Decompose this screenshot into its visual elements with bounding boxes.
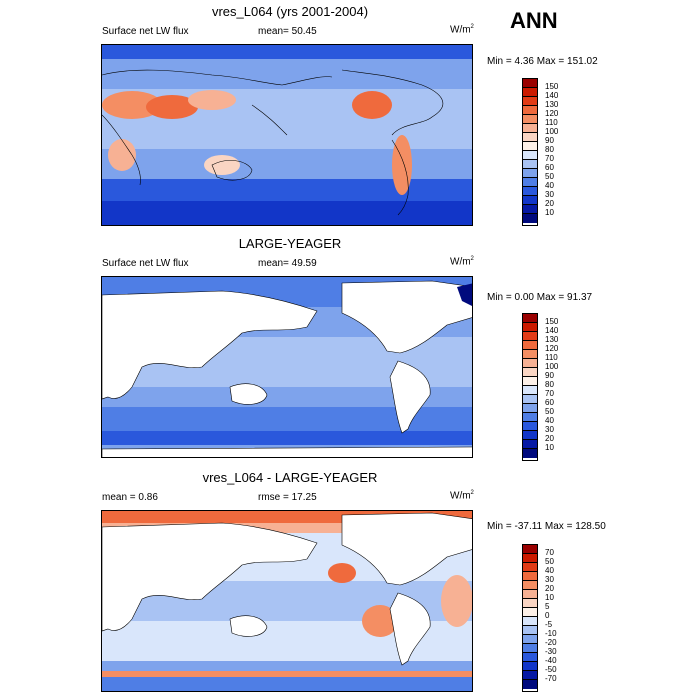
colorbar-tick-label: 20 (545, 584, 554, 593)
colorbar-tick-label: 40 (545, 566, 554, 575)
colorbar-tick-label: -30 (545, 647, 557, 656)
colorbar-tick-label: -5 (545, 620, 553, 629)
colorbar-tick-label: 40 (545, 416, 554, 425)
colorbar-tick-label: -50 (545, 665, 557, 674)
colorbar-tick-label: 120 (545, 109, 559, 118)
colorbar-tick-label: 70 (545, 154, 554, 163)
colorbar-tick-label: 10 (545, 443, 554, 452)
colorbar-tick-label: 40 (545, 181, 554, 190)
panel-3-minmax: Min = -37.11 Max = 128.50 (487, 521, 606, 532)
colorbar-tick-label: 130 (545, 100, 559, 109)
panel-1-map (101, 44, 473, 226)
colorbar-tick-label: -40 (545, 656, 557, 665)
colorbar-tick-label: 10 (545, 208, 554, 217)
colorbar-tick-label: -10 (545, 629, 557, 638)
panel-2-colorbar (522, 313, 538, 461)
panel-2-left-label: Surface net LW flux (102, 258, 189, 269)
colorbar-tick-label: 10 (545, 593, 554, 602)
panel-2-minmax: Min = 0.00 Max = 91.37 (487, 292, 593, 303)
colorbar-tick-label: 20 (545, 434, 554, 443)
colorbar-tick-label: 130 (545, 335, 559, 344)
colorbar-tick-label: 70 (545, 389, 554, 398)
panel-1-minmax: Min = 4.36 Max = 151.02 (487, 56, 598, 67)
colorbar-tick-label: 70 (545, 548, 554, 557)
panel-2-map (101, 276, 473, 458)
colorbar-tick-label: 100 (545, 362, 559, 371)
panel-3-map (101, 510, 473, 692)
panel-1-title: vres_L064 (yrs 2001-2004) (211, 4, 369, 19)
colorbar-tick-label: 60 (545, 398, 554, 407)
colorbar-tick-label: 140 (545, 326, 559, 335)
colorbar-tick-label: 30 (545, 575, 554, 584)
panel-3-mean-label: mean = 0.86 (102, 492, 158, 503)
panel-1-units: W/m2 (450, 24, 474, 36)
panel-2-mean-label: mean= 49.59 (258, 258, 317, 269)
colorbar-tick-label: 150 (545, 317, 559, 326)
panel-3-colorbar (522, 544, 538, 692)
panel-3-rmse-label: rmse = 17.25 (258, 492, 317, 503)
panel-1-mean-label: mean= 50.45 (258, 26, 317, 37)
colorbar-tick-label: -70 (545, 674, 557, 683)
colorbar-tick-label: 20 (545, 199, 554, 208)
colorbar-tick-label: 150 (545, 82, 559, 91)
colorbar-tick-label: 30 (545, 190, 554, 199)
colorbar-tick-label: 80 (545, 380, 554, 389)
colorbar-tick-label: 110 (545, 353, 558, 362)
colorbar-tick-label: 90 (545, 371, 554, 380)
colorbar-tick-label: 60 (545, 163, 554, 172)
colorbar-tick-label: 140 (545, 91, 559, 100)
colorbar-tick-label: 0 (545, 611, 550, 620)
colorbar-tick-label: 50 (545, 557, 554, 566)
colorbar-tick-label: 50 (545, 172, 554, 181)
colorbar-tick-label: 30 (545, 425, 554, 434)
colorbar-tick-label: 5 (545, 602, 550, 611)
panel-3-title: vres_L064 - LARGE-YEAGER (202, 470, 378, 485)
panel-3-units: W/m2 (450, 490, 474, 502)
season-label: ANN (510, 8, 558, 33)
colorbar-tick-label: -20 (545, 638, 557, 647)
colorbar-tick-label: 100 (545, 127, 559, 136)
colorbar-tick-label: 90 (545, 136, 554, 145)
panel-1-colorbar (522, 78, 538, 226)
colorbar-tick-label: 80 (545, 145, 554, 154)
colorbar-tick-label: 110 (545, 118, 558, 127)
colorbar-tick-label: 50 (545, 407, 554, 416)
colorbar-tick-label: 120 (545, 344, 559, 353)
panel-2-units: W/m2 (450, 256, 474, 268)
panel-1-left-label: Surface net LW flux (102, 26, 189, 37)
panel-2-title: LARGE-YEAGER (238, 236, 342, 251)
